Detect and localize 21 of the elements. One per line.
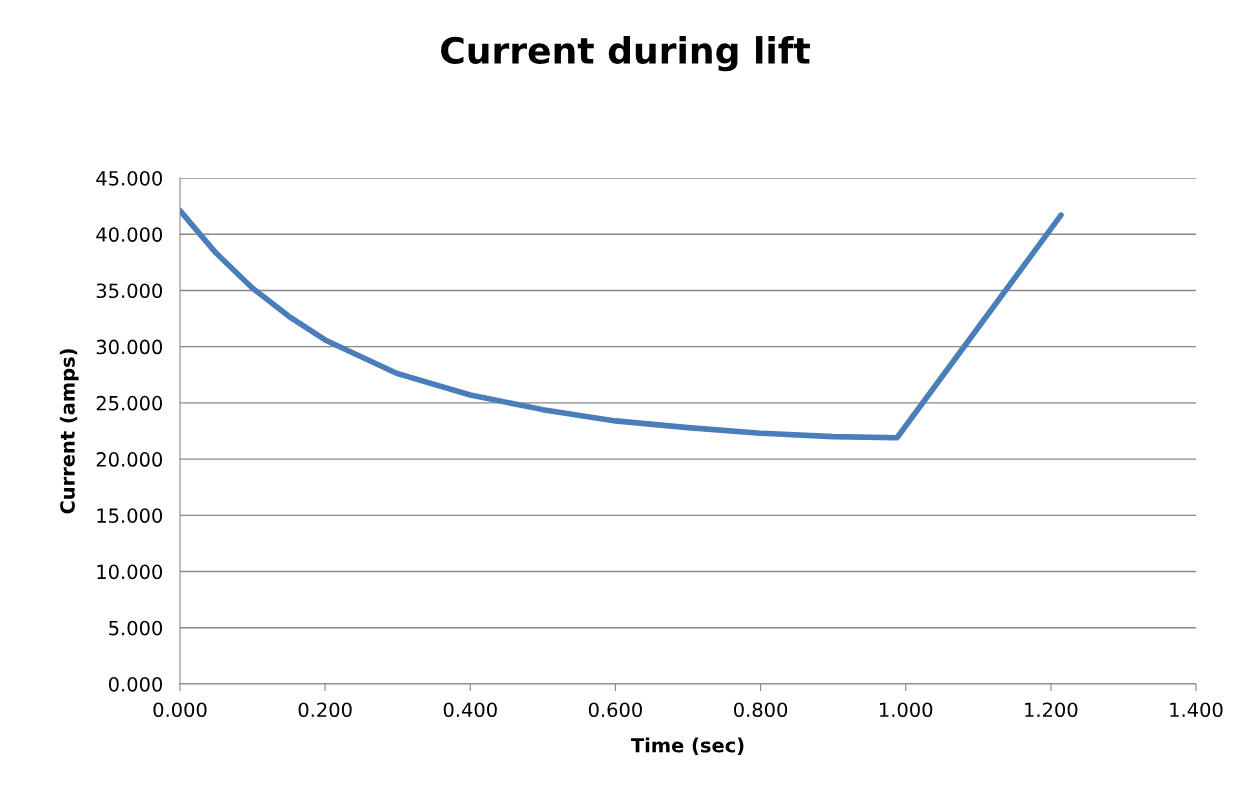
y-tick-label: 10.000 bbox=[97, 564, 163, 580]
x-tick-label: 0.000 bbox=[153, 702, 207, 718]
x-tick-label: 0.200 bbox=[298, 702, 352, 718]
y-tick-label: 40.000 bbox=[96, 227, 163, 242]
y-tick-label: 25.000 bbox=[96, 395, 163, 411]
x-tick-label: 0.600 bbox=[588, 702, 642, 718]
chart-title: Current during lift bbox=[441, 36, 810, 72]
y-axis-title: Current (amps) bbox=[59, 349, 79, 514]
y-tick-label: 0.000 bbox=[108, 676, 163, 692]
y-tick-label: 45.000 bbox=[96, 170, 163, 186]
x-tick-label: 0.800 bbox=[734, 702, 788, 718]
x-tick-label: 1.200 bbox=[1025, 702, 1078, 718]
x-tick-label: 0.400 bbox=[443, 702, 497, 718]
x-tick-label: 1.000 bbox=[880, 702, 933, 718]
y-tick-label: 5.000 bbox=[109, 620, 163, 636]
y-tick-label: 20.000 bbox=[96, 452, 163, 467]
x-axis-title: Time (sec) bbox=[630, 737, 744, 755]
x-tick-label: 1.400 bbox=[1170, 702, 1223, 718]
y-tick-label: 35.000 bbox=[96, 283, 163, 299]
y-tick-label: 15.000 bbox=[97, 508, 163, 523]
y-tick-label: 30.000 bbox=[96, 339, 163, 355]
